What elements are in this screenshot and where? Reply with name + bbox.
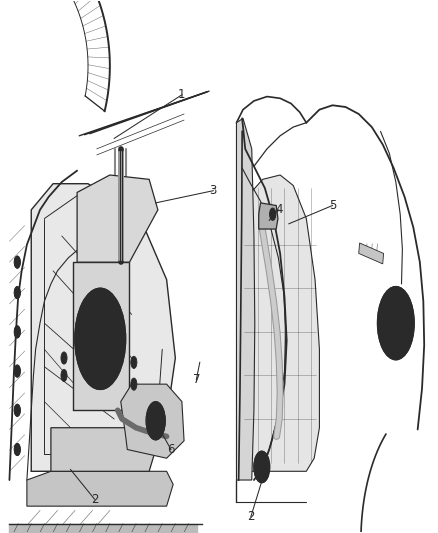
Circle shape <box>14 287 20 298</box>
Circle shape <box>131 356 137 368</box>
Text: 4: 4 <box>275 204 283 216</box>
Circle shape <box>146 401 165 440</box>
Circle shape <box>61 352 67 364</box>
Circle shape <box>88 314 113 363</box>
Polygon shape <box>77 175 158 262</box>
Circle shape <box>61 369 67 382</box>
Polygon shape <box>259 203 278 229</box>
Circle shape <box>14 326 20 338</box>
Circle shape <box>258 459 266 475</box>
Circle shape <box>378 287 414 360</box>
Polygon shape <box>243 175 319 471</box>
Text: 2: 2 <box>247 510 254 523</box>
Circle shape <box>270 208 276 220</box>
Polygon shape <box>27 471 173 506</box>
Circle shape <box>14 404 20 416</box>
Polygon shape <box>31 184 175 471</box>
Circle shape <box>14 365 20 377</box>
Polygon shape <box>121 384 184 458</box>
Circle shape <box>131 378 137 390</box>
Circle shape <box>75 288 126 390</box>
Polygon shape <box>73 262 130 410</box>
Text: 7: 7 <box>193 373 200 386</box>
Polygon shape <box>237 118 255 480</box>
Circle shape <box>384 298 408 348</box>
Circle shape <box>254 451 270 482</box>
Text: 1: 1 <box>178 88 186 101</box>
Polygon shape <box>359 243 384 264</box>
Polygon shape <box>51 427 155 471</box>
Text: 2: 2 <box>91 492 98 506</box>
Text: 6: 6 <box>167 443 175 456</box>
Circle shape <box>14 256 20 268</box>
Text: 5: 5 <box>329 199 336 212</box>
Circle shape <box>14 443 20 456</box>
Text: 3: 3 <box>210 184 217 197</box>
